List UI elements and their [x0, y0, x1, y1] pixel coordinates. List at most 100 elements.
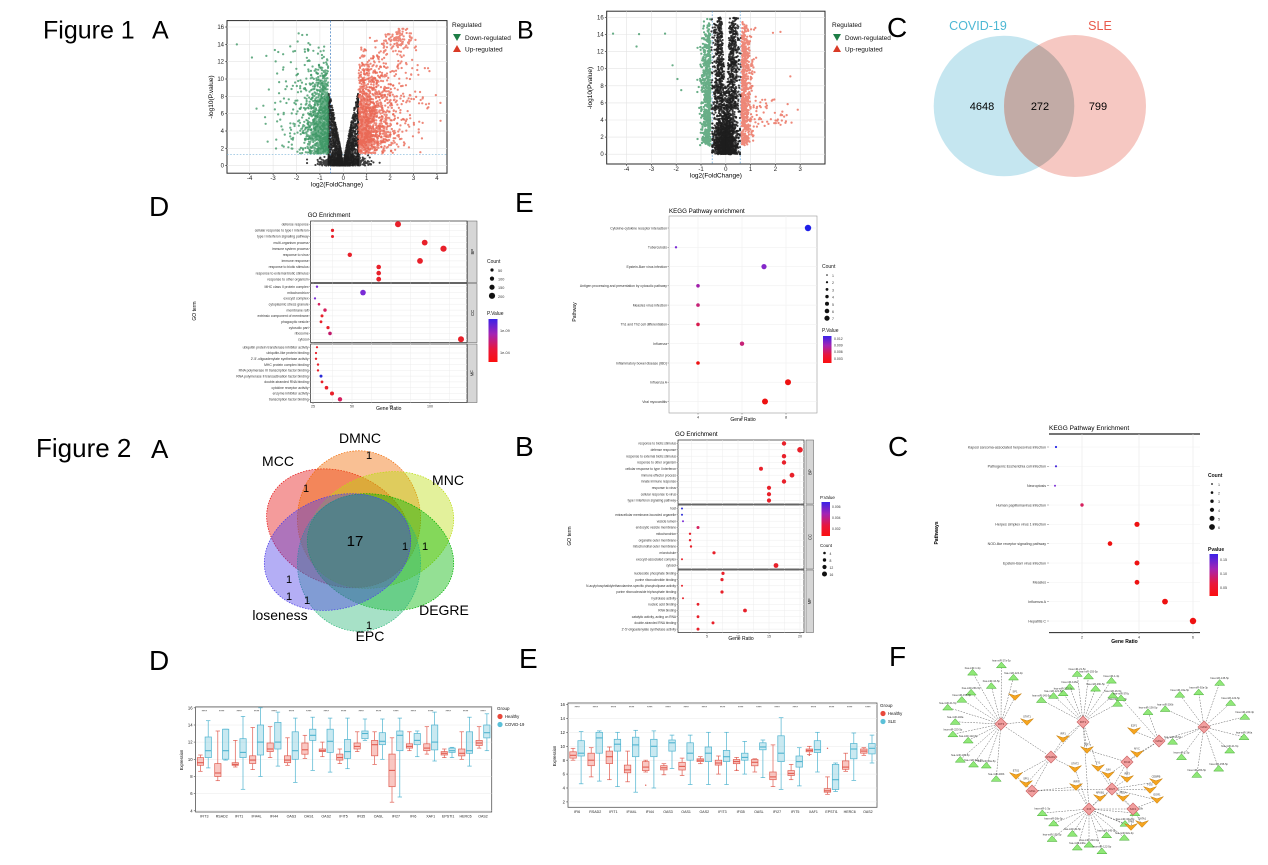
svg-text:response to biotic stimulus: response to biotic stimulus — [269, 265, 309, 269]
svg-text:6: 6 — [221, 112, 225, 118]
svg-text:****: **** — [574, 706, 580, 710]
svg-text:hsa-miR-34a-5p: hsa-miR-34a-5p — [977, 759, 996, 763]
svg-text:hsa-miR-145-5p: hsa-miR-145-5p — [1097, 829, 1116, 833]
svg-text:hsa-miR-146a: hsa-miR-146a — [1236, 730, 1253, 734]
svg-text:type I interferon signaling pa: type I interferon signaling pathway — [257, 235, 309, 239]
svg-text:Figure 1: Figure 1 — [43, 17, 135, 45]
svg-text:hsa-miR-26b-5p: hsa-miR-26b-5p — [1044, 817, 1063, 821]
svg-text:IFIT1: IFIT1 — [235, 815, 243, 819]
svg-text:Figure 2: Figure 2 — [36, 433, 131, 463]
svg-text:Inflammatory bowel disease (IB: Inflammatory bowel disease (IBD) — [616, 361, 667, 365]
svg-text:hsa-miR-34a-5p: hsa-miR-34a-5p — [1170, 688, 1189, 692]
svg-text:hsa-miR-1-3p: hsa-miR-1-3p — [1174, 750, 1190, 754]
svg-text:Up-regulated: Up-regulated — [465, 47, 503, 54]
svg-text:3: 3 — [799, 167, 803, 173]
svg-text:Gene Ratio: Gene Ratio — [1111, 639, 1137, 645]
svg-text:purine ribonucleotide binding: purine ribonucleotide binding — [635, 578, 676, 582]
svg-text:IFI6: IFI6 — [410, 815, 416, 819]
svg-text:Necroptosis: Necroptosis — [1027, 484, 1046, 488]
svg-text:****: **** — [665, 706, 671, 710]
svg-text:3: 3 — [1218, 500, 1220, 504]
svg-text:endocytic vesicle membrane: endocytic vesicle membrane — [636, 526, 676, 530]
svg-text:4: 4 — [600, 118, 604, 124]
svg-text:8: 8 — [830, 559, 832, 563]
svg-text:EGR1: EGR1 — [1153, 793, 1161, 797]
svg-text:1: 1 — [1218, 483, 1220, 487]
svg-text:8: 8 — [221, 94, 225, 100]
svg-text:3: 3 — [832, 288, 834, 292]
svg-text:hsa-miR-1-3p: hsa-miR-1-3p — [1104, 674, 1120, 678]
svg-text:hsa-miR-26b-5p: hsa-miR-26b-5p — [1086, 682, 1105, 686]
svg-text:2'-5'-oligoadenylate synthetas: 2'-5'-oligoadenylate synthetase activity — [622, 627, 677, 631]
svg-text:272: 272 — [1031, 101, 1049, 113]
svg-text:C: C — [887, 12, 907, 43]
svg-text:6: 6 — [600, 101, 604, 107]
svg-text:MHC protein complex binding: MHC protein complex binding — [264, 363, 309, 367]
svg-text:OAS1: OAS1 — [304, 815, 314, 819]
svg-text:hsa-miR-21-5p: hsa-miR-21-5p — [1221, 744, 1239, 748]
svg-text:RNA polymerase III transcripti: RNA polymerase III transcription factor … — [239, 369, 309, 373]
svg-text:6: 6 — [1218, 526, 1220, 530]
svg-text:IFI27: IFI27 — [1109, 787, 1116, 791]
svg-text:ubiquitin protein transferase: ubiquitin protein transferase inhibitor … — [243, 345, 309, 349]
svg-text:hsa-miR-16-5p: hsa-miR-16-5p — [1164, 735, 1182, 739]
svg-text:5: 5 — [832, 303, 834, 307]
svg-text:log2(FoldChange): log2(FoldChange) — [690, 173, 742, 180]
svg-text:-2: -2 — [674, 167, 680, 173]
svg-text:1e-09: 1e-09 — [500, 329, 510, 333]
svg-text:hsa-miR-21-5p: hsa-miR-21-5p — [939, 701, 957, 705]
svg-text:4: 4 — [1218, 509, 1220, 513]
svg-text:1e-04: 1e-04 — [500, 351, 510, 355]
svg-text:17: 17 — [347, 533, 364, 550]
svg-text:4: 4 — [830, 552, 832, 556]
svg-text:150: 150 — [498, 286, 504, 290]
svg-text:B: B — [515, 431, 534, 462]
svg-text:12: 12 — [188, 740, 193, 745]
svg-text:RNA polymerase II transactivat: RNA polymerase II transactivation factor… — [236, 374, 308, 378]
svg-text:RNA binding: RNA binding — [658, 609, 676, 613]
svg-text:Gene Ratio: Gene Ratio — [728, 636, 754, 642]
svg-text:OAS1: OAS1 — [1200, 725, 1208, 729]
svg-text:IFI44: IFI44 — [646, 810, 654, 814]
svg-text:NOD-like receptor signaling pa: NOD-like receptor signaling pathway — [988, 542, 1047, 546]
svg-text:E2F1: E2F1 — [1131, 724, 1138, 728]
svg-text:P.Value: P.Value — [487, 311, 504, 317]
svg-text:defense response: defense response — [282, 223, 309, 227]
svg-text:Epstein-Barr virus infection: Epstein-Barr virus infection — [1003, 561, 1046, 565]
svg-text:STAT2: STAT2 — [1071, 762, 1079, 766]
svg-text:-4: -4 — [624, 167, 630, 173]
svg-text:****: **** — [236, 710, 242, 714]
svg-text:hsa-miR-136-5p: hsa-miR-136-5p — [1139, 705, 1158, 709]
svg-text:****: **** — [702, 706, 708, 710]
svg-text:10: 10 — [736, 635, 740, 639]
svg-text:response to other organism: response to other organism — [637, 461, 676, 465]
svg-text:host: host — [670, 507, 676, 511]
svg-text:****: **** — [847, 706, 853, 710]
svg-text:hsa-miR-145-5p: hsa-miR-145-5p — [951, 753, 970, 757]
svg-text:C: C — [888, 431, 908, 462]
svg-text:hsa-miR-92a-3p: hsa-miR-92a-3p — [1189, 686, 1208, 690]
svg-text:hsa-miR-16-5p: hsa-miR-16-5p — [983, 679, 1001, 683]
svg-text:6: 6 — [832, 310, 834, 314]
svg-text:mitochondrion: mitochondrion — [656, 532, 676, 536]
svg-text:hsa-miR-16-5p: hsa-miR-16-5p — [1104, 689, 1122, 693]
svg-text:Gene Ratio: Gene Ratio — [730, 417, 756, 423]
svg-text:12: 12 — [830, 566, 834, 570]
svg-text:12: 12 — [560, 730, 565, 735]
svg-text:1: 1 — [832, 274, 834, 278]
svg-text:4: 4 — [697, 416, 699, 420]
svg-text:Measles virus infection: Measles virus infection — [633, 303, 667, 307]
svg-text:immune system process: immune system process — [272, 247, 309, 251]
svg-text:cellular response to type I in: cellular response to type I interferon — [255, 229, 309, 233]
svg-text:1: 1 — [366, 620, 372, 632]
svg-text:STAT1: STAT1 — [1023, 715, 1031, 719]
svg-text:100: 100 — [427, 405, 433, 409]
svg-text:RSAD2: RSAD2 — [216, 815, 228, 819]
svg-text:double-stranded RNA binding: double-stranded RNA binding — [264, 380, 308, 384]
svg-text:YY1: YY1 — [1096, 761, 1101, 765]
svg-text:Gene Ratio: Gene Ratio — [376, 406, 402, 412]
svg-text:0: 0 — [342, 176, 346, 182]
svg-text:12: 12 — [217, 60, 224, 66]
svg-text:hsa-miR-92a-3p: hsa-miR-92a-3p — [1115, 831, 1134, 835]
svg-text:hsa-miR-200b: hsa-miR-200b — [1157, 702, 1174, 706]
